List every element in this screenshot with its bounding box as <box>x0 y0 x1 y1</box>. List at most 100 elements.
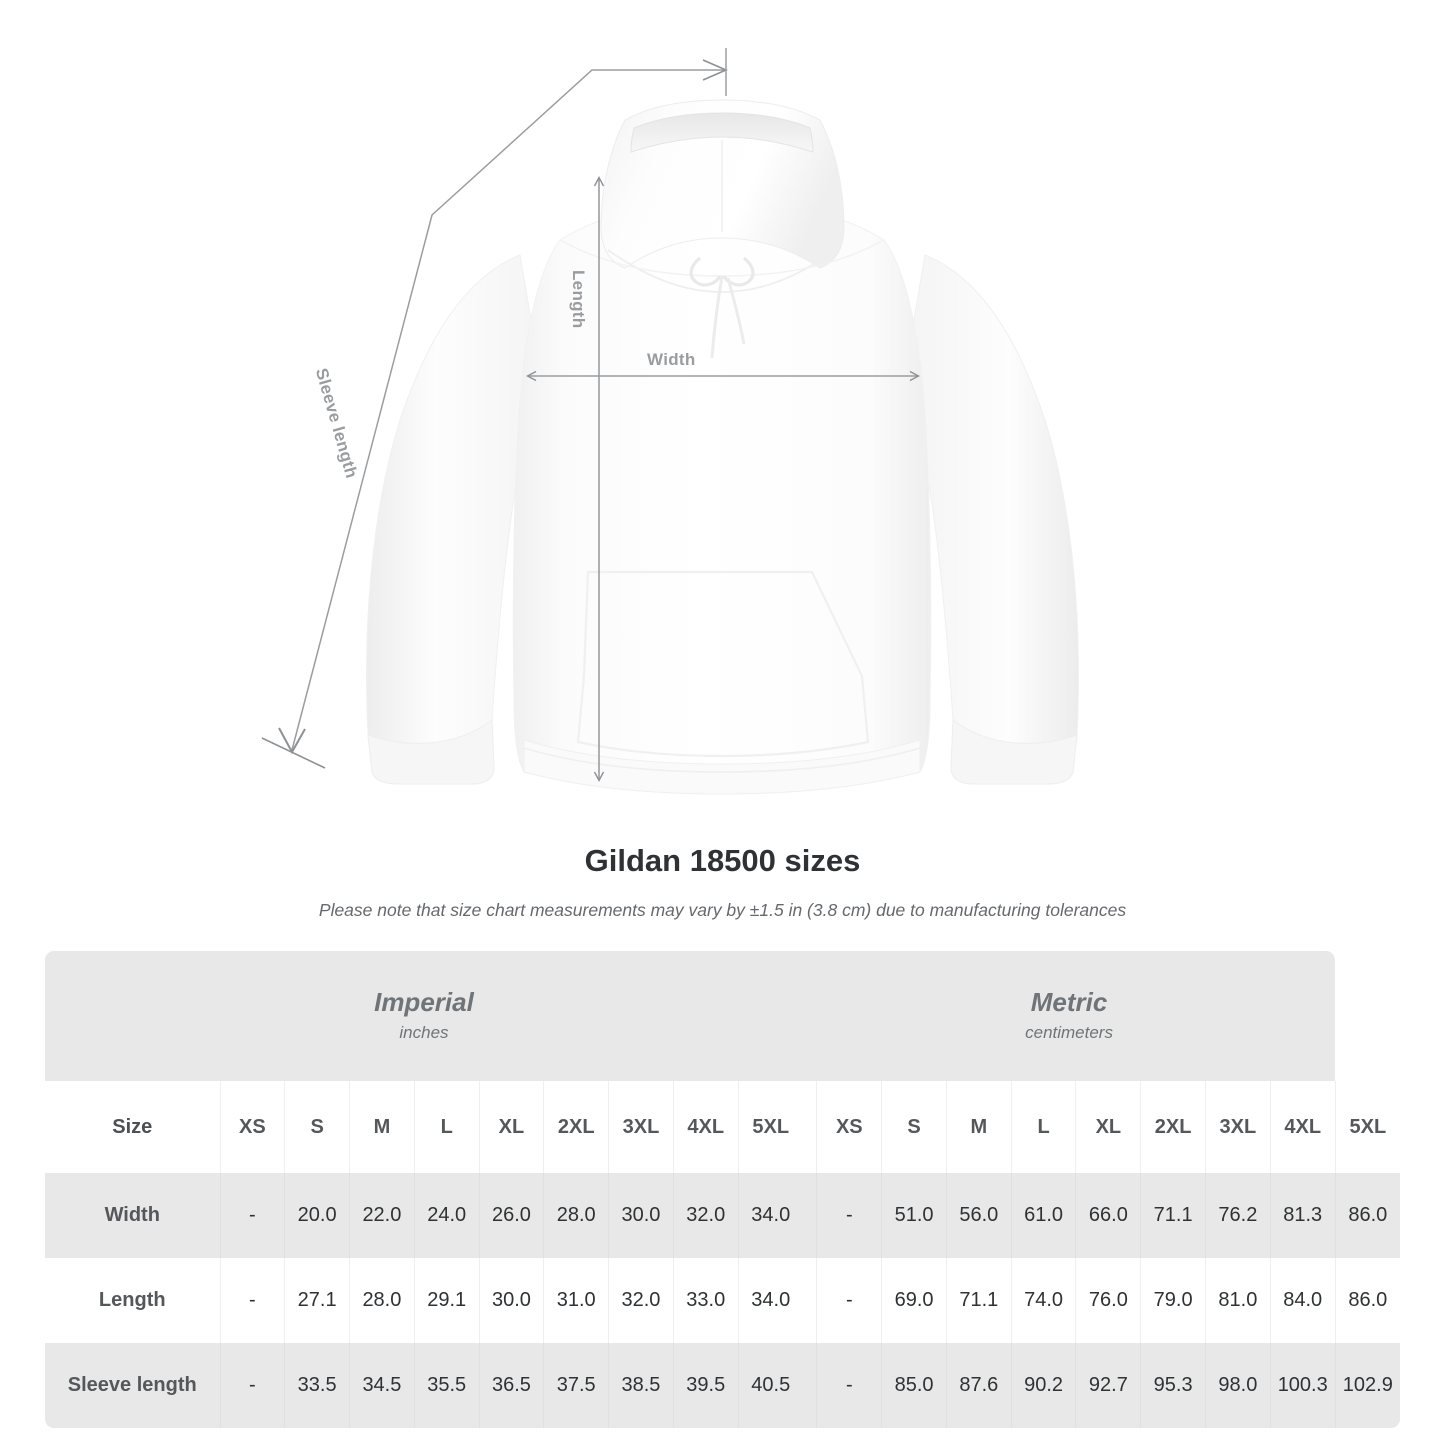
cell-imperial: 38.5 <box>608 1343 674 1428</box>
unit-banner-row: Imperial inches Metric centimeters <box>45 951 1400 1081</box>
cell-metric: 98.0 <box>1205 1343 1271 1428</box>
right-sleeve <box>904 254 1079 785</box>
cell-imperial: 28.0 <box>543 1173 609 1258</box>
cell-metric: 71.1 <box>945 1258 1012 1343</box>
cell-imperial: 36.5 <box>478 1343 544 1428</box>
size-header-metric-s: S <box>881 1081 947 1173</box>
size-header-metric-5xl: 5XL <box>1334 1081 1400 1173</box>
size-header-label: Size <box>45 1081 220 1173</box>
cell-imperial: 35.5 <box>413 1343 480 1428</box>
cell-metric: 76.0 <box>1075 1258 1141 1343</box>
cell-metric: 61.0 <box>1010 1173 1076 1258</box>
width-label: Width <box>647 350 696 369</box>
cell-imperial: 34.0 <box>737 1258 803 1343</box>
cell-metric: 74.0 <box>1010 1258 1076 1343</box>
bottom-hem <box>523 739 921 795</box>
size-header-imperial-2xl: 2XL <box>543 1081 609 1173</box>
cell-imperial: 33.0 <box>672 1258 739 1343</box>
size-header-imperial-xl: XL <box>478 1081 544 1173</box>
hoodie-body-group <box>366 99 1079 795</box>
cell-metric: 85.0 <box>881 1343 947 1428</box>
length-label: Length <box>569 270 588 329</box>
cell-imperial: 39.5 <box>672 1343 739 1428</box>
cell-imperial: 34.0 <box>737 1173 803 1258</box>
hoodie-diagram: Length Width Sleeve length <box>261 48 1079 795</box>
cell-metric: 76.2 <box>1205 1173 1271 1258</box>
cell-imperial: 32.0 <box>672 1173 739 1258</box>
size-chart-table-wrap: Imperial inches Metric centimeters Size X… <box>45 951 1400 1428</box>
unit-group-imperial: Imperial inches <box>45 951 803 1081</box>
unit-separator <box>802 1081 817 1173</box>
cell-imperial: - <box>219 1258 285 1343</box>
unit-separator <box>802 1173 817 1258</box>
size-header-metric-4xl: 4XL <box>1269 1081 1336 1173</box>
dimension-lines <box>261 48 920 782</box>
cell-metric: 86.0 <box>1334 1258 1400 1343</box>
cell-imperial: 24.0 <box>413 1173 480 1258</box>
size-header-metric-xl: XL <box>1075 1081 1141 1173</box>
row-label: Length <box>45 1258 220 1343</box>
size-chart-table: Imperial inches Metric centimeters Size X… <box>45 951 1400 1428</box>
cell-metric: - <box>816 1343 882 1428</box>
table-row: Sleeve length - 33.5 34.5 35.5 36.5 37.5 38.5 39… <box>45 1343 1400 1428</box>
cell-imperial: 20.0 <box>284 1173 350 1258</box>
cell-metric: 95.3 <box>1140 1343 1206 1428</box>
cell-metric: 56.0 <box>945 1173 1012 1258</box>
cell-metric: 79.0 <box>1140 1258 1206 1343</box>
size-header-imperial-l: L <box>413 1081 480 1173</box>
cell-metric: 86.0 <box>1334 1173 1400 1258</box>
hood-opening <box>630 112 814 153</box>
right-cuff <box>950 719 1078 785</box>
cell-imperial: 33.5 <box>284 1343 350 1428</box>
cell-imperial: 28.0 <box>349 1258 415 1343</box>
cell-imperial: 30.0 <box>608 1173 674 1258</box>
hem-stitch <box>523 747 921 773</box>
size-header-imperial-s: S <box>284 1081 350 1173</box>
sleeve-tick-bottom <box>261 737 326 769</box>
cell-metric: 66.0 <box>1075 1173 1141 1258</box>
cell-imperial: 34.5 <box>349 1343 415 1428</box>
cell-imperial: 30.0 <box>478 1258 544 1343</box>
cell-imperial: 31.0 <box>543 1258 609 1343</box>
unit-group-metric-name: Metric <box>1030 987 1108 1017</box>
cell-metric: 71.1 <box>1140 1173 1206 1258</box>
cell-metric: 92.7 <box>1075 1343 1141 1428</box>
cell-imperial: 27.1 <box>284 1258 350 1343</box>
size-header-imperial-4xl: 4XL <box>672 1081 739 1173</box>
cell-imperial: 22.0 <box>349 1173 415 1258</box>
cell-metric: 87.6 <box>945 1343 1012 1428</box>
tolerance-note: Please note that size chart measurements… <box>318 900 1127 920</box>
caption-block: Gildan 18500 sizes Please note that size… <box>0 840 1445 922</box>
size-header-metric-2xl: 2XL <box>1140 1081 1206 1173</box>
cell-imperial: 26.0 <box>478 1173 544 1258</box>
sleeve-dimension-line <box>291 69 725 751</box>
cell-imperial: 37.5 <box>543 1343 609 1428</box>
cell-metric: - <box>816 1258 882 1343</box>
cell-metric: 100.3 <box>1269 1343 1336 1428</box>
size-header-metric-l: L <box>1010 1081 1076 1173</box>
row-label: Sleeve length <box>45 1343 220 1428</box>
size-header-metric-3xl: 3XL <box>1205 1081 1271 1173</box>
hoodie-illustration <box>261 48 1079 795</box>
unit-separator <box>802 1258 817 1343</box>
cell-metric: 84.0 <box>1269 1258 1336 1343</box>
table-row: Width -20.0 22.0 24.0 26.0 28.0 30.0 32.0 34.0-5… <box>45 1173 1400 1258</box>
cell-metric: 102.9 <box>1334 1343 1400 1428</box>
cell-metric: 81.3 <box>1269 1173 1336 1258</box>
cell-imperial: 29.1 <box>413 1258 480 1343</box>
cell-metric: 90.2 <box>1010 1343 1076 1428</box>
cell-imperial: 32.0 <box>608 1258 674 1343</box>
page-title: Gildan 18500 sizes <box>584 843 861 878</box>
cell-metric: - <box>816 1173 882 1258</box>
cell-imperial: 40.5 <box>737 1343 803 1428</box>
size-header-imperial-3xl: 3XL <box>608 1081 674 1173</box>
table-row: Length -27.1 28.0 29.1 30.0 31.0 32.0 33.0 34.0-… <box>45 1258 1400 1343</box>
unit-group-imperial-sub: inches <box>399 1023 449 1042</box>
size-header-row: Size XS S M L XL 2XL 3XL 4XL 5XL XS S M L XL 2XL 3XL 4XL 5… <box>45 1081 1400 1173</box>
unit-separator <box>802 1343 817 1428</box>
size-header-metric-xs: XS <box>816 1081 882 1173</box>
size-header-imperial-m: M <box>349 1081 415 1173</box>
unit-group-metric: Metric centimeters <box>802 951 1336 1081</box>
row-label: Width <box>45 1173 220 1258</box>
cell-metric: 51.0 <box>881 1173 947 1258</box>
